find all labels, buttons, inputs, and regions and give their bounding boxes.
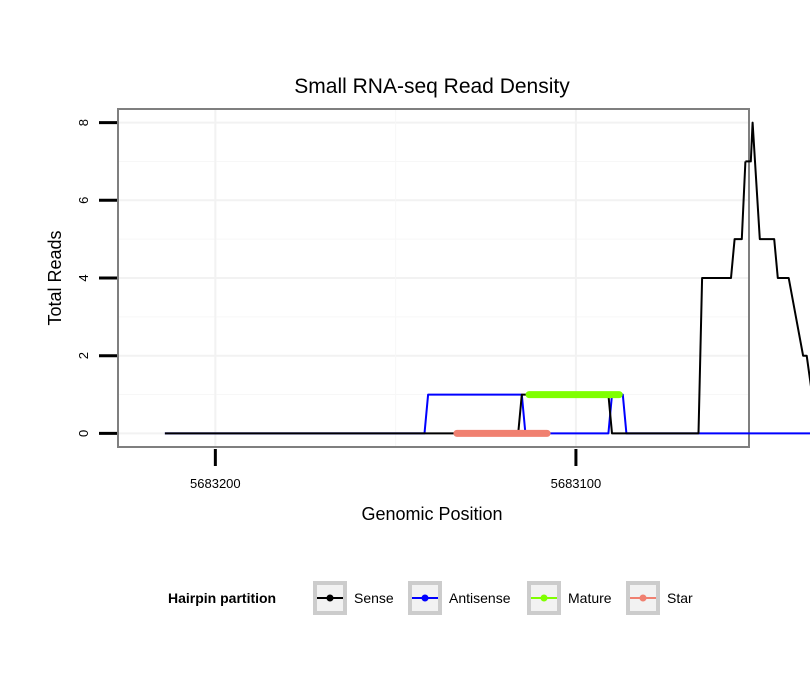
legend-title: Hairpin partition bbox=[168, 590, 276, 606]
legend-label-sense: Sense bbox=[354, 590, 394, 606]
series-layer bbox=[164, 121, 810, 437]
grid bbox=[118, 109, 749, 447]
legend-key-point bbox=[326, 594, 334, 602]
x-tick-label: 5683200 bbox=[190, 476, 241, 491]
series-line-sense bbox=[164, 161, 747, 435]
x-axis-label: Genomic Position bbox=[361, 504, 502, 524]
plot-panel bbox=[117, 108, 750, 448]
legend: Hairpin partition Sense Antisense Mature St… bbox=[168, 581, 693, 615]
legend-label-antisense: Antisense bbox=[449, 590, 511, 606]
y-tick-label: 8 bbox=[76, 119, 91, 126]
legend-key-point bbox=[421, 594, 429, 602]
y-tick-label: 2 bbox=[76, 352, 91, 359]
chart-title: Small RNA-seq Read Density bbox=[294, 75, 570, 98]
axes: 0 2 4 6 8 5683200 5683100 bbox=[76, 119, 601, 491]
y-tick-label: 0 bbox=[76, 430, 91, 437]
series-line-antisense bbox=[164, 393, 810, 435]
y-tick-label: 6 bbox=[76, 197, 91, 204]
y-tick-label: 4 bbox=[76, 274, 91, 281]
y-axis-label: Total Reads bbox=[45, 230, 65, 325]
legend-key-point bbox=[639, 594, 647, 602]
legend-key-point bbox=[540, 594, 548, 602]
series-line-sense bbox=[745, 121, 810, 387]
legend-label-mature: Mature bbox=[568, 590, 612, 606]
legend-label-star: Star bbox=[667, 590, 693, 606]
x-tick-label: 5683100 bbox=[551, 476, 602, 491]
